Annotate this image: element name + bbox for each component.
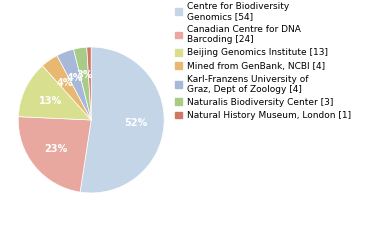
Legend: Centre for Biodiversity
Genomics [54], Canadian Centre for DNA
Barcoding [24], B: Centre for Biodiversity Genomics [54], C… bbox=[173, 0, 353, 122]
Text: 4%: 4% bbox=[67, 73, 83, 83]
Text: 13%: 13% bbox=[39, 96, 62, 106]
Wedge shape bbox=[87, 47, 91, 120]
Text: 23%: 23% bbox=[44, 144, 68, 154]
Wedge shape bbox=[74, 47, 91, 120]
Wedge shape bbox=[80, 47, 164, 193]
Wedge shape bbox=[18, 117, 91, 192]
Wedge shape bbox=[57, 49, 91, 120]
Wedge shape bbox=[43, 55, 91, 120]
Text: 52%: 52% bbox=[125, 119, 148, 128]
Wedge shape bbox=[18, 66, 91, 120]
Text: 3%: 3% bbox=[76, 70, 93, 80]
Text: 4%: 4% bbox=[57, 78, 74, 88]
